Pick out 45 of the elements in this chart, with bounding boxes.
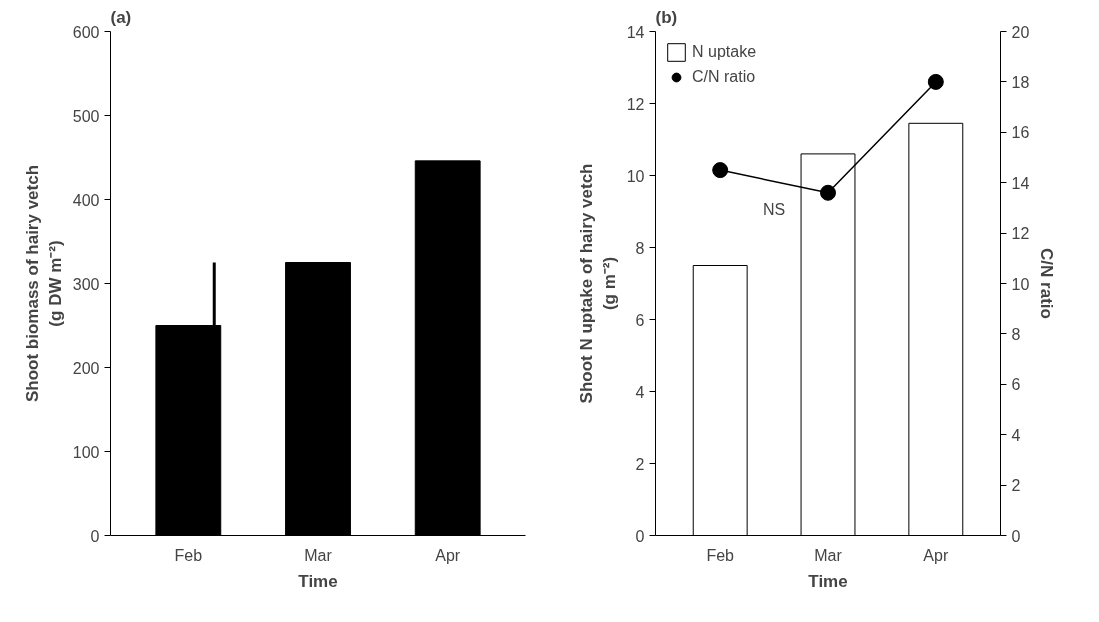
y-tick-label: 6 (635, 311, 645, 329)
y2-tick-label: 0 (1011, 527, 1021, 545)
x-tick-label: Apr (923, 546, 949, 564)
y2-tick-label: 8 (1011, 325, 1021, 343)
y-axis-title: Shoot N uptake of hairy vetch (g m⁻²) (576, 163, 619, 404)
y-tick-label: 8 (635, 239, 645, 257)
y-tick-label: 600 (72, 23, 100, 41)
y-tick-label: 400 (72, 191, 100, 209)
point (820, 184, 836, 201)
y-tick-label: 0 (635, 527, 645, 545)
legend-label: C/N ratio (692, 68, 756, 86)
y2-tick-label: 14 (1011, 174, 1030, 192)
point (712, 162, 729, 179)
point (927, 73, 944, 90)
y-tick-label: 200 (72, 359, 100, 377)
x-axis-title: Time (298, 571, 338, 591)
y-tick-label: 500 (72, 107, 100, 125)
y2-tick-label: 2 (1011, 477, 1021, 495)
y-tick-label: 300 (72, 275, 100, 293)
y2-tick-label: 20 (1011, 23, 1030, 41)
y-tick-label: 12 (626, 95, 645, 113)
y2-tick-label: 6 (1011, 376, 1021, 394)
x-tick-label: Feb (706, 546, 735, 564)
x-axis-title: Time (808, 571, 848, 591)
x-tick-label: Mar (814, 546, 843, 564)
y-tick-label: 10 (626, 167, 645, 185)
y-tick-label: 14 (626, 23, 645, 41)
y-tick-label: 4 (635, 383, 645, 401)
y-axis-title: Shoot biomass of hairy vetch (g DW m⁻²) (23, 164, 65, 403)
x-tick-label: Feb (174, 546, 203, 564)
y2-tick-label: 4 (1011, 426, 1021, 444)
y2-axis-title: C/N ratio (1037, 248, 1057, 319)
y2-tick-label: 18 (1011, 73, 1030, 91)
y2-tick-label: 12 (1011, 225, 1030, 243)
y-tick-label: 2 (635, 455, 645, 473)
chart-title: (a) (110, 7, 132, 27)
x-tick-label: Mar (304, 546, 333, 564)
annotation: NS (762, 200, 786, 218)
legend-label: N uptake (692, 43, 757, 61)
y-tick-label: 100 (72, 443, 100, 461)
x-tick-label: Apr (435, 546, 461, 564)
y2-tick-label: 16 (1011, 124, 1030, 142)
y-tick-label: 0 (90, 527, 100, 545)
chart-title: (b) (655, 7, 678, 27)
y2-tick-label: 10 (1011, 275, 1030, 293)
